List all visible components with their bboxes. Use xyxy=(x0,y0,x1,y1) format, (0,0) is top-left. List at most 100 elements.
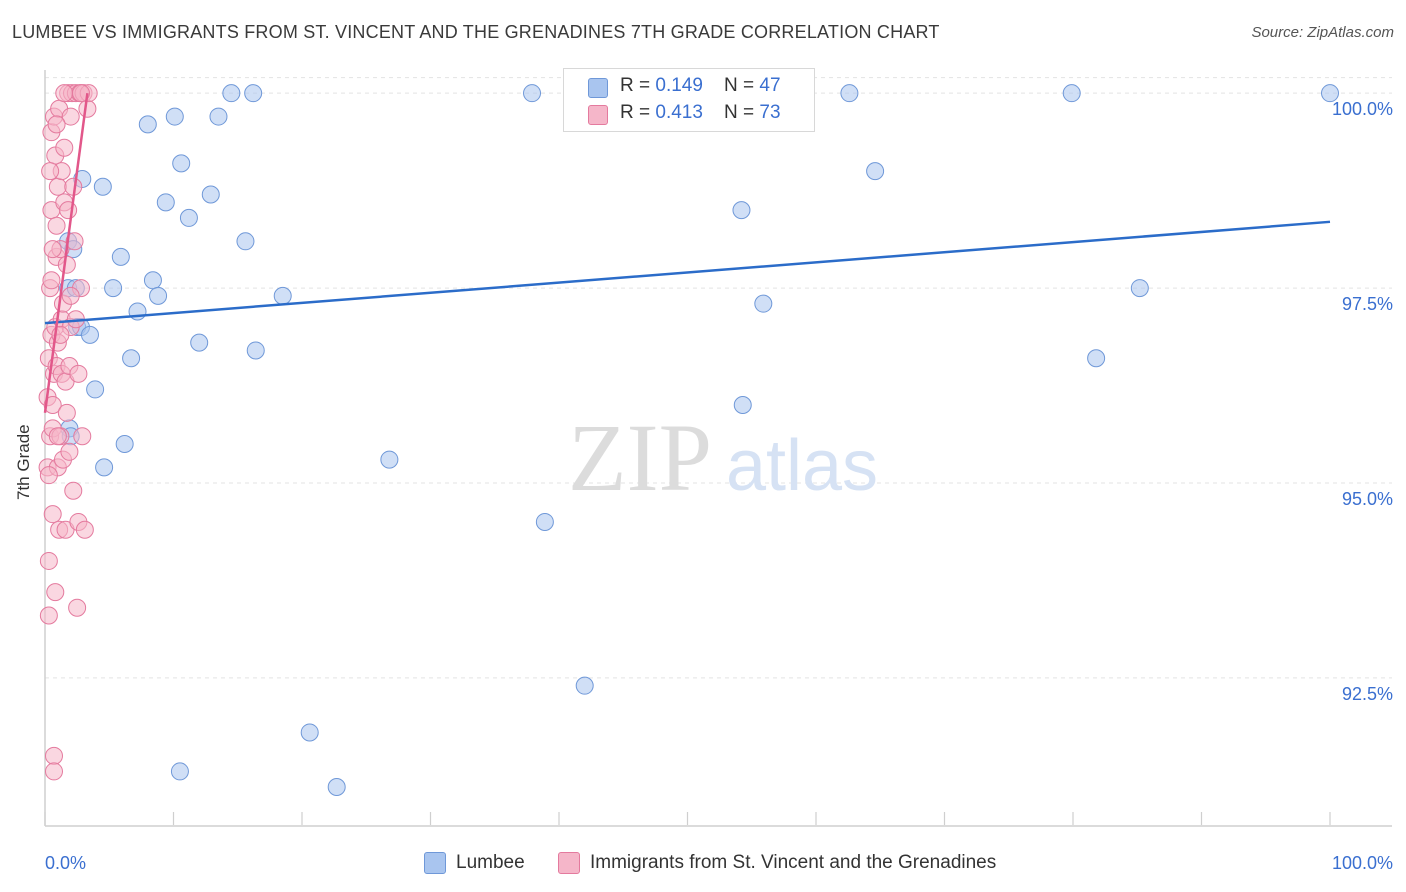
lumbee-point xyxy=(733,396,752,415)
lumbee-point xyxy=(122,349,141,368)
lumbee-point xyxy=(327,778,346,797)
legend-r-value: 0.413 xyxy=(655,102,703,123)
legend-n-label: N = xyxy=(724,75,760,96)
lumbee-point xyxy=(523,84,542,103)
bottom-legend-swatch-lumbee xyxy=(424,852,446,874)
trend-lines xyxy=(43,93,1331,413)
lumbee-point xyxy=(732,201,751,220)
lumbee-point xyxy=(95,458,114,477)
x-tick-label: 100.0% xyxy=(1332,853,1393,873)
lumbee-point xyxy=(143,271,162,290)
y-tick-label: 92.5% xyxy=(1342,684,1393,704)
immigrants-point xyxy=(43,240,62,259)
lumbee-point xyxy=(1062,84,1081,103)
watermark-atlas: atlas xyxy=(726,426,878,506)
immigrants-point xyxy=(39,606,58,625)
legend-n-value: 47 xyxy=(759,75,781,96)
immigrants-point xyxy=(55,138,74,157)
immigrants-point xyxy=(69,364,88,383)
x-tick-label: 0.0% xyxy=(45,853,86,873)
tick-labels: 100.0% 97.5% 95.0% 92.5% 0.0% 100.0% xyxy=(45,99,1393,873)
immigrants-point xyxy=(64,481,83,500)
lumbee-point xyxy=(754,294,773,313)
immigrants-point xyxy=(47,115,66,134)
immigrants-point xyxy=(43,396,62,415)
lumbee-point xyxy=(535,512,554,531)
legend-r-label: R = xyxy=(620,102,656,123)
immigrants-point xyxy=(78,99,97,118)
immigrants-point xyxy=(57,403,76,422)
lumbee-point xyxy=(93,177,112,196)
immigrants-point xyxy=(47,216,66,235)
immigrants-point xyxy=(65,232,84,251)
lumbee-point xyxy=(179,208,198,227)
stats-legend: R = 0.149 N = 47 R = 0.413 N = 73 xyxy=(563,68,815,132)
lumbee-point xyxy=(246,341,265,360)
y-tick-label: 97.5% xyxy=(1342,294,1393,314)
immigrants-point xyxy=(60,442,79,461)
lumbee-point xyxy=(172,154,191,173)
lumbee-point xyxy=(575,676,594,695)
lumbee-point xyxy=(380,450,399,469)
lumbee-point xyxy=(1130,279,1149,298)
immigrants-point xyxy=(71,84,90,103)
lumbee-point xyxy=(201,185,220,204)
bottom-legend-swatch-immigrants xyxy=(558,852,580,874)
immigrants-point xyxy=(44,762,63,781)
immigrants-point xyxy=(46,583,65,602)
lumbee-point xyxy=(170,762,189,781)
immigrants-point xyxy=(43,505,62,524)
immigrants-point xyxy=(75,520,94,539)
legend-n-value: 73 xyxy=(759,102,781,123)
lumbee-point xyxy=(149,286,168,305)
immigrants-point xyxy=(61,286,80,305)
data-points xyxy=(38,84,1339,797)
lumbee-point xyxy=(236,232,255,251)
legend-n-label: N = xyxy=(724,102,760,123)
immigrants-point xyxy=(39,466,58,485)
immigrants-point xyxy=(42,271,61,290)
lumbee-point xyxy=(104,279,123,298)
bottom-legend-label-lumbee: Lumbee xyxy=(456,852,525,873)
immigrants-point xyxy=(61,107,80,126)
immigrants-point xyxy=(41,162,60,181)
y-tick-label: 100.0% xyxy=(1332,99,1393,119)
immigrants-point xyxy=(57,255,76,274)
y-tick-label: 95.0% xyxy=(1342,489,1393,509)
lumbee-point xyxy=(1321,84,1339,103)
lumbee-point xyxy=(222,84,241,103)
lumbee-point xyxy=(1087,349,1106,368)
lumbee-point xyxy=(156,193,175,212)
lumbee-point xyxy=(244,84,263,103)
immigrants-point xyxy=(39,551,58,570)
immigrants-point xyxy=(73,427,92,446)
legend-r-value: 0.149 xyxy=(655,75,703,96)
source-note: Source: ZipAtlas.com xyxy=(1251,24,1394,41)
lumbee-point xyxy=(840,84,859,103)
immigrants-point xyxy=(59,201,78,220)
chart-title: LUMBEE VS IMMIGRANTS FROM ST. VINCENT AN… xyxy=(12,22,940,42)
lumbee-point xyxy=(115,435,134,453)
axes xyxy=(44,70,1392,827)
gridlines xyxy=(45,77,1392,679)
lumbee-point xyxy=(273,286,292,305)
watermark-zip: ZIP xyxy=(568,404,712,511)
bottom-legend-label-immigrants: Immigrants from St. Vincent and the Gren… xyxy=(590,852,997,873)
legend-swatch-immigrants xyxy=(588,105,608,125)
legend-swatch-lumbee xyxy=(588,78,608,98)
immigrants-point xyxy=(68,598,87,617)
lumbee-point xyxy=(138,115,157,134)
immigrants-point xyxy=(48,427,67,446)
immigrants-point xyxy=(55,84,74,103)
lumbee-point xyxy=(80,325,99,344)
lumbee-trend-line xyxy=(44,220,1331,325)
lumbee-point xyxy=(866,162,885,181)
lumbee-point xyxy=(190,333,209,352)
lumbee-point xyxy=(111,247,130,266)
lumbee-point xyxy=(300,723,319,742)
lumbee-point xyxy=(209,107,228,126)
lumbee-point xyxy=(86,380,105,399)
immigrants-trend-line xyxy=(43,93,89,413)
immigrants-point xyxy=(48,177,67,196)
